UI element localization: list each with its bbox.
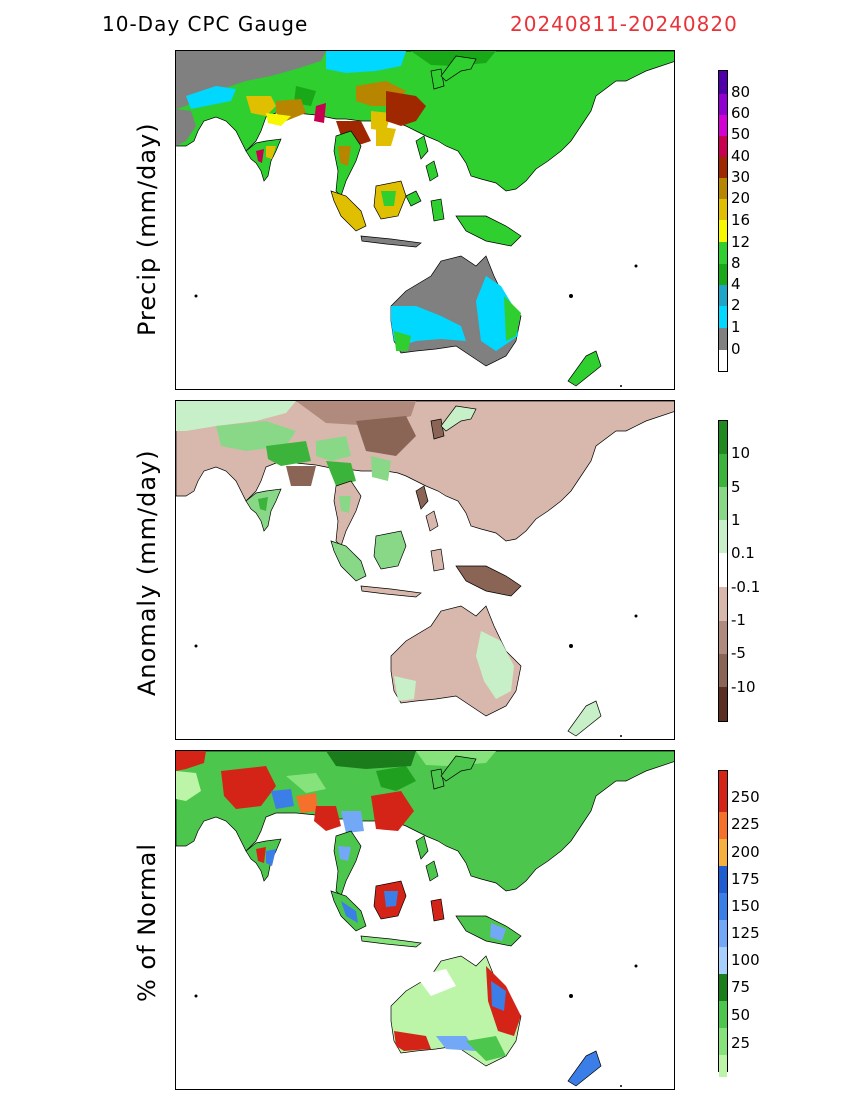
colorbar-label: 75 xyxy=(731,978,751,996)
colorbar-label: -5 xyxy=(731,644,746,662)
map-title: 10-Day CPC Gauge xyxy=(102,12,309,36)
colorbar-label: 225 xyxy=(731,815,760,833)
colorbar-label: 0 xyxy=(731,340,741,358)
colorbar-label: 50 xyxy=(731,125,751,143)
date-range: 20240811-20240820 xyxy=(510,12,738,36)
colorbar-label: 1 xyxy=(731,511,741,529)
colorbar-anomaly xyxy=(718,420,728,722)
colorbar-label: -10 xyxy=(731,678,756,696)
colorbar-label: 25 xyxy=(731,1034,751,1052)
ylabel-precip: Precip (mm/day) xyxy=(133,122,161,336)
colorbar-label: 8 xyxy=(731,254,741,272)
map-panel-percent xyxy=(175,750,675,1090)
colorbar-label: 1 xyxy=(731,318,741,336)
colorbar-precip xyxy=(718,70,728,372)
colorbar-label: -0.1 xyxy=(731,578,761,596)
colorbar-label: 175 xyxy=(731,870,760,888)
colorbar-label: 200 xyxy=(731,843,760,861)
colorbar-label: -1 xyxy=(731,611,746,629)
map-panel-precip xyxy=(175,50,675,390)
colorbar-label: 80 xyxy=(731,83,751,101)
colorbar-label: 20 xyxy=(731,189,751,207)
colorbar-label: 5 xyxy=(731,478,741,496)
ylabel-anomaly: Anomaly (mm/day) xyxy=(133,449,161,696)
precip-map xyxy=(176,51,674,387)
colorbar-label: 100 xyxy=(731,951,760,969)
anomaly-map xyxy=(176,401,674,737)
colorbar-label: 16 xyxy=(731,211,751,229)
colorbar-label: 4 xyxy=(731,275,741,293)
colorbar-label: 40 xyxy=(731,147,751,165)
colorbar-label: 60 xyxy=(731,104,751,122)
colorbar-label: 250 xyxy=(731,788,760,806)
ylabel-percent: % of Normal xyxy=(133,842,161,1002)
map-panel-anomaly xyxy=(175,400,675,740)
colorbar-label: 12 xyxy=(731,233,751,251)
colorbar-label: 125 xyxy=(731,924,760,942)
colorbar-label: 30 xyxy=(731,168,751,186)
colorbar-label: 10 xyxy=(731,444,751,462)
colorbar-label: 0.1 xyxy=(731,544,755,562)
percent-map xyxy=(176,751,674,1087)
colorbar-label: 50 xyxy=(731,1006,751,1024)
colorbar-label: 2 xyxy=(731,296,741,314)
colorbar-label: 150 xyxy=(731,897,760,915)
colorbar-percent xyxy=(718,770,728,1077)
